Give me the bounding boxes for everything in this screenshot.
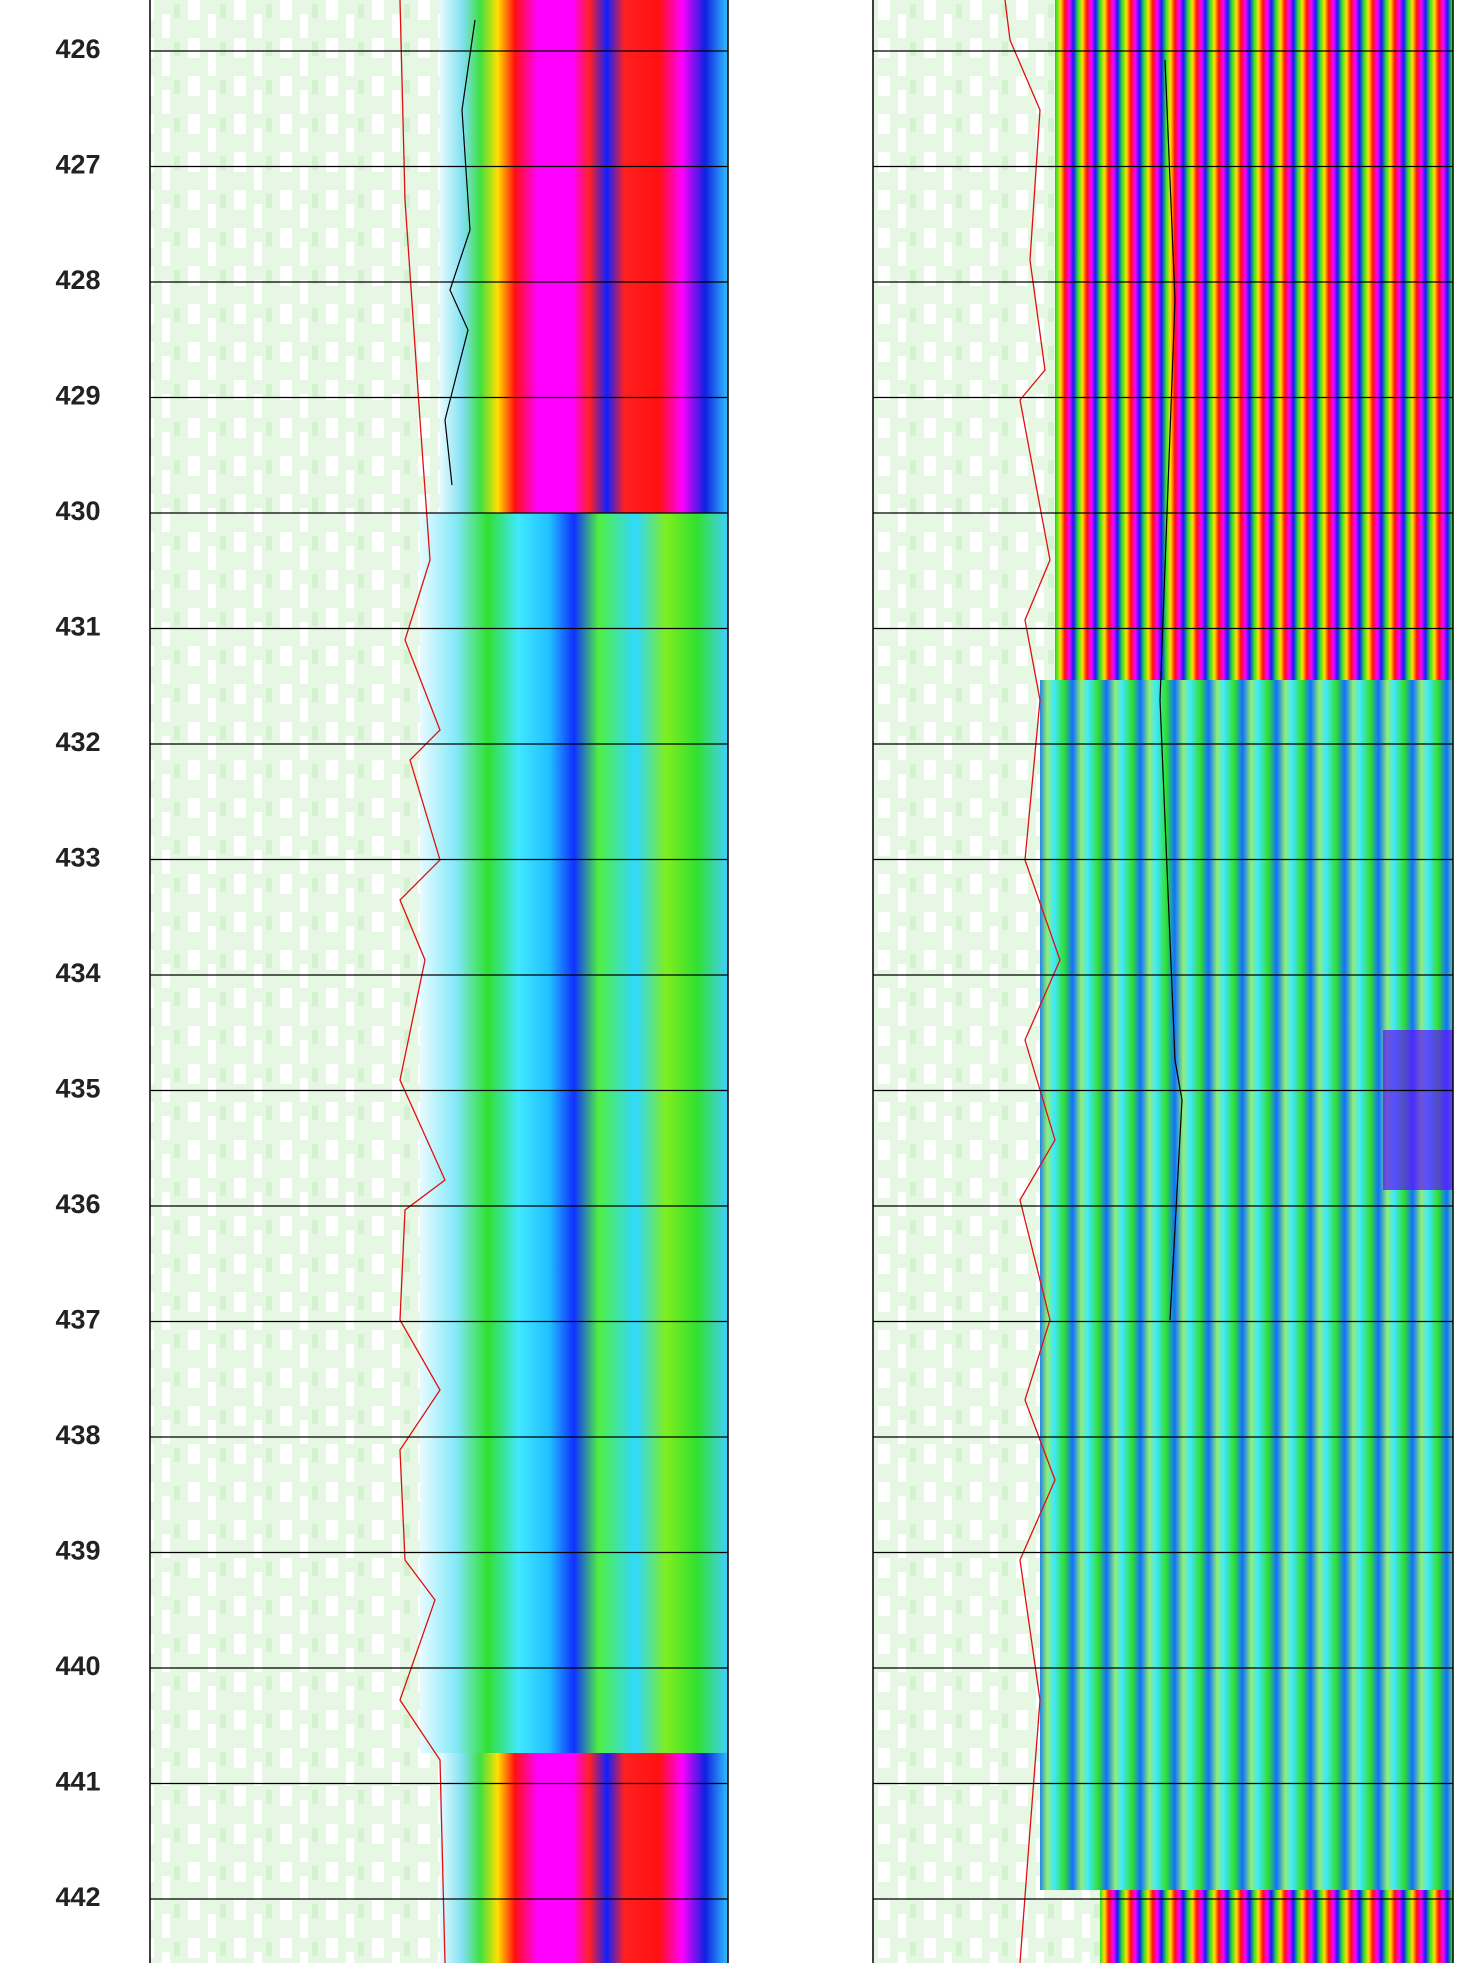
depth-label: 442 — [55, 1882, 100, 1912]
waveform-image — [440, 1753, 728, 1963]
depth-label: 429 — [55, 381, 100, 411]
depth-label: 427 — [55, 150, 100, 180]
depth-label: 437 — [55, 1305, 100, 1335]
waveform-image — [1383, 1030, 1453, 1190]
depth-grid — [150, 50, 1453, 1900]
depth-label: 431 — [55, 612, 100, 642]
red-curve — [399, 0, 446, 1963]
depth-label: 441 — [55, 1767, 100, 1797]
waveform-image — [440, 0, 728, 513]
depth-label: 435 — [55, 1074, 100, 1104]
red-curve — [1004, 0, 1061, 1963]
depth-label: 439 — [55, 1536, 100, 1566]
waveform-image — [1055, 0, 1453, 680]
depth-label: 430 — [55, 496, 100, 526]
depth-label: 428 — [55, 265, 100, 295]
waveform-image — [1040, 680, 1453, 1890]
waveform-image — [420, 513, 728, 1753]
black-curve — [444, 19, 476, 486]
depth-label: 426 — [55, 34, 100, 64]
waveform-image — [1100, 1890, 1453, 1963]
depth-label: 438 — [55, 1420, 100, 1450]
depth-label: 434 — [55, 958, 100, 988]
depth-label: 436 — [55, 1189, 100, 1219]
depth-label: 433 — [55, 843, 100, 873]
depth-label: 440 — [55, 1651, 100, 1681]
black-curve — [1159, 59, 1183, 1321]
depth-label: 432 — [55, 727, 100, 757]
